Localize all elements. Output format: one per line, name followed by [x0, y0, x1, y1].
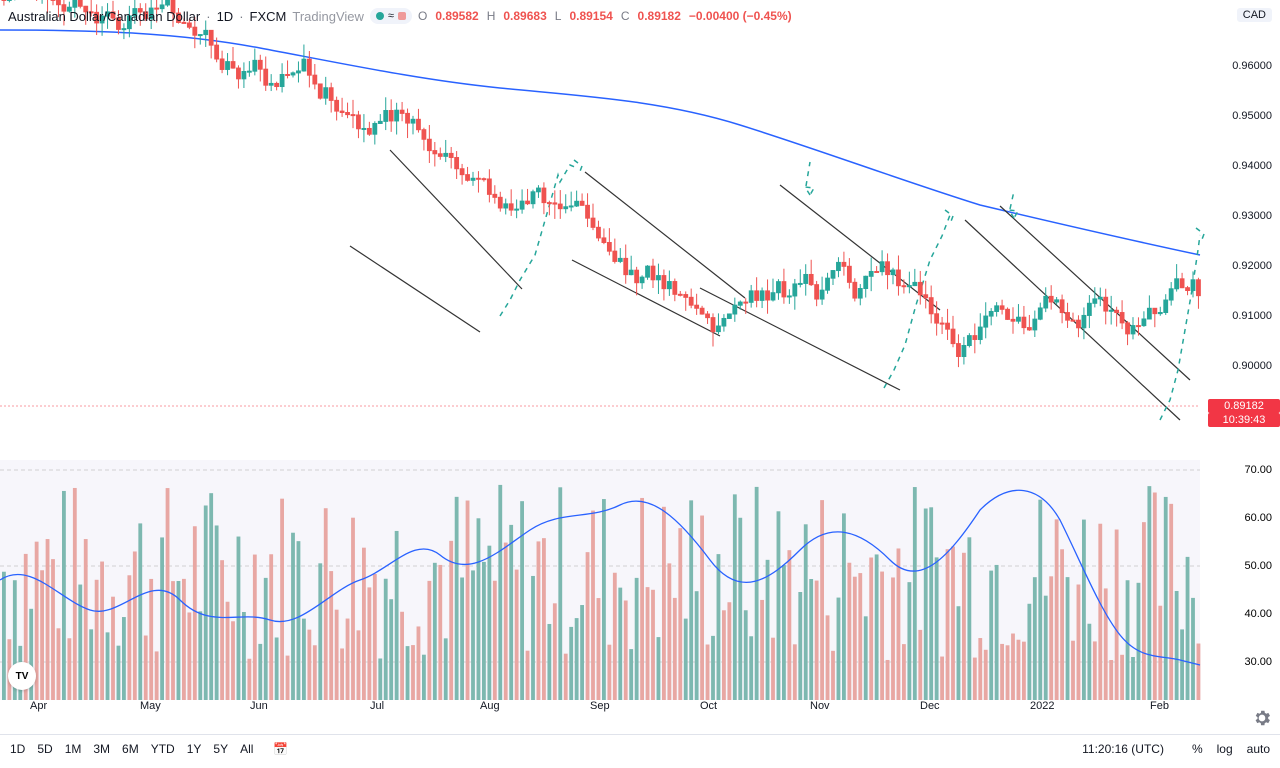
clock-label: 11:20:16 (UTC): [1082, 742, 1164, 756]
countdown-label: 10:39:43: [1208, 413, 1280, 427]
projection-arrows: [500, 160, 1204, 420]
indicator-axis: 70.0060.0050.0040.0030.00: [1200, 460, 1280, 700]
tf-All[interactable]: All: [240, 742, 253, 756]
tf-5Y[interactable]: 5Y: [213, 742, 228, 756]
tf-YTD[interactable]: YTD: [151, 742, 175, 756]
candlesticks: [2, 0, 1200, 367]
footer-bar: 1D 5D 1M 3M 6M YTD 1Y 5Y All 📅 11:20:16 (UTC) % l…: [0, 734, 1280, 762]
tf-1D[interactable]: 1D: [10, 742, 25, 756]
trend-lines: [350, 150, 1190, 420]
time-axis[interactable]: AprMayJunJulAugSepOctNovDec2022Feb: [0, 700, 1200, 720]
ohlc-readout: O0.89582 H0.89683 L0.89154 C0.89182 −0.0…: [418, 9, 792, 23]
symbol-name[interactable]: Australian Dollar/Canadian Dollar: [8, 9, 200, 24]
tf-6M[interactable]: 6M: [122, 742, 139, 756]
axis-opt-log[interactable]: log: [1217, 742, 1233, 756]
chart-header: Australian Dollar/Canadian Dollar · 1D ·…: [8, 8, 792, 24]
tf-3M[interactable]: 3M: [93, 742, 110, 756]
indicator-pane[interactable]: [0, 460, 1200, 700]
brand-label: TradingView: [292, 9, 364, 24]
tradingview-logo-icon[interactable]: TV: [8, 662, 36, 690]
currency-label: CAD: [1237, 8, 1272, 22]
moving-average-line: [0, 30, 1200, 255]
volume-bars: [2, 485, 1200, 700]
tf-5D[interactable]: 5D: [37, 742, 52, 756]
indicator-pill[interactable]: ≈: [370, 8, 412, 24]
calendar-icon[interactable]: 📅: [273, 742, 288, 756]
timeframe[interactable]: 1D: [217, 9, 234, 24]
tf-1M[interactable]: 1M: [65, 742, 82, 756]
gear-icon[interactable]: [1252, 708, 1272, 728]
axis-opt-%[interactable]: %: [1192, 742, 1203, 756]
price-axis[interactable]: CAD 0.960000.950000.940000.930000.920000…: [1200, 0, 1280, 450]
price-chart[interactable]: [0, 0, 1200, 450]
current-price-label: 0.89182: [1208, 399, 1280, 413]
axis-opt-auto[interactable]: auto: [1247, 742, 1270, 756]
tf-1Y[interactable]: 1Y: [187, 742, 202, 756]
exchange: FXCM: [250, 9, 287, 24]
